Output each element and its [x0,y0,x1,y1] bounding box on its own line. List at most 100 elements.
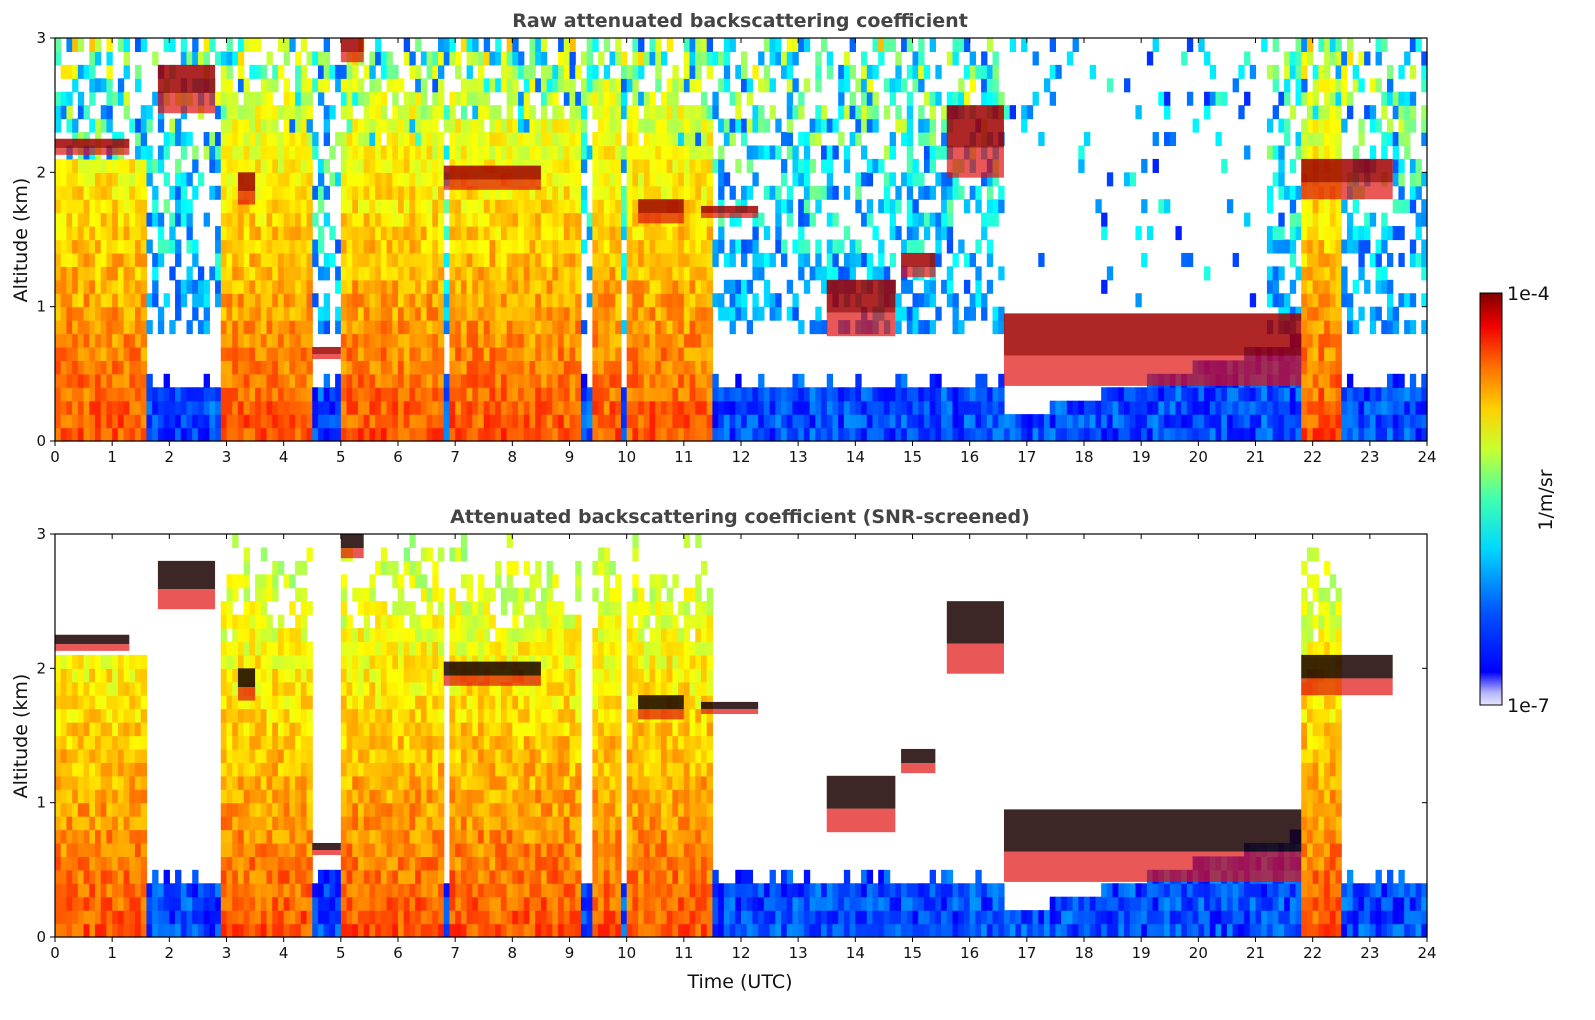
heatmap-cell [849,387,856,402]
heatmap-cell [861,145,868,160]
heatmap-cell [1209,387,1217,402]
heatmap-cell [500,266,508,281]
heatmap-cell [478,145,485,160]
heatmap-cell [117,306,125,321]
heatmap-cell [272,346,279,361]
heatmap-cell [1266,226,1274,241]
heatmap-cell [969,185,976,200]
heatmap-cell [649,346,656,361]
heatmap-column [712,51,719,442]
heatmap-cell [352,158,359,173]
heatmap-cell [312,78,319,93]
heatmap-cell [386,400,393,415]
heatmap-cell [775,387,782,402]
heatmap-cell [981,414,988,429]
heatmap-cell [352,306,359,321]
heatmap-cell [918,51,925,66]
heatmap-cell [620,91,628,106]
heatmap-cell [723,414,731,429]
heatmap-cell [649,320,656,335]
heatmap-cell [1398,64,1405,79]
x-tick-label: 7 [450,448,460,466]
heatmap-cell [232,414,239,429]
heatmap-cell [60,856,68,871]
heatmap-cell [1364,226,1371,241]
heatmap-cell [415,239,422,254]
heatmap-cell [146,145,153,160]
heatmap-cell [232,387,239,402]
heatmap-cell [289,132,296,147]
heatmap-cell [398,400,405,415]
heatmap-cell [449,346,456,361]
heatmap-cell [375,373,382,388]
heatmap-cell [489,373,496,388]
heatmap-cell [83,910,90,925]
heatmap-cell [700,306,708,321]
heatmap-cell [1295,185,1302,200]
heatmap-cell [1386,320,1394,335]
heatmap-cell [695,427,702,442]
heatmap-cell [775,414,782,429]
heatmap-cell [500,293,508,308]
heatmap-cell [306,279,313,294]
heatmap-column [1043,78,1051,442]
heatmap-column [1329,38,1337,442]
heatmap-cell [638,373,645,388]
heatmap-cell [1306,132,1314,147]
heatmap-cell [483,185,491,200]
heatmap-cell [963,38,971,53]
heatmap-cell [220,306,228,321]
heatmap-cell [809,185,816,200]
heatmap-cell [1261,387,1268,402]
heatmap-cell [152,414,159,429]
heatmap-cell [1261,427,1268,442]
heatmap-cell [106,118,113,133]
heatmap-cell [546,360,553,375]
heatmap-cell [901,239,908,254]
heatmap-cell [1032,91,1039,106]
heatmap-cell [1204,91,1211,106]
heatmap-column [363,64,371,442]
heatmap-cell [546,400,553,415]
heatmap-cell [1164,105,1171,120]
heatmap-cell [1409,400,1417,415]
heatmap-cell [215,414,222,429]
heatmap-cell [152,199,159,214]
heatmap-cell [77,199,85,214]
heatmap-cell [1164,400,1171,415]
heatmap-cell [906,212,914,227]
heatmap-cell [1129,400,1137,415]
heatmap-cell [1346,38,1354,53]
heatmap-cell [1358,306,1365,321]
heatmap-cell [60,695,68,710]
heatmap-cell [1364,105,1371,120]
heatmap-cell [763,252,771,267]
heatmap-cell [718,414,725,429]
heatmap-cell [1329,252,1337,267]
heatmap-cell [563,279,571,294]
x-tick-label: 23 [1360,448,1379,466]
heatmap-cell [255,427,262,442]
heatmap-column [1135,105,1142,442]
heatmap-cell [55,923,62,938]
heatmap-cell [683,266,691,281]
heatmap-cell [375,252,382,267]
heatmap-cell [575,212,582,227]
heatmap-cell [866,387,874,402]
heatmap-cell [55,400,62,415]
heatmap-cell [495,78,502,93]
heatmap-cell [1135,105,1142,120]
heatmap-cell [889,38,896,53]
heatmap-cell [929,293,936,308]
heatmap-cell [243,226,250,241]
heatmap-cell [300,172,308,187]
heatmap-cell [1209,91,1217,106]
heatmap-cell [889,172,896,187]
heatmap-cell [512,38,519,53]
heatmap-cell [683,105,691,120]
heatmap-cell [266,185,273,200]
heatmap-cell [683,51,691,66]
heatmap-cell [1329,239,1337,254]
heatmap-cell [1278,414,1285,429]
heatmap-cell [466,333,473,348]
